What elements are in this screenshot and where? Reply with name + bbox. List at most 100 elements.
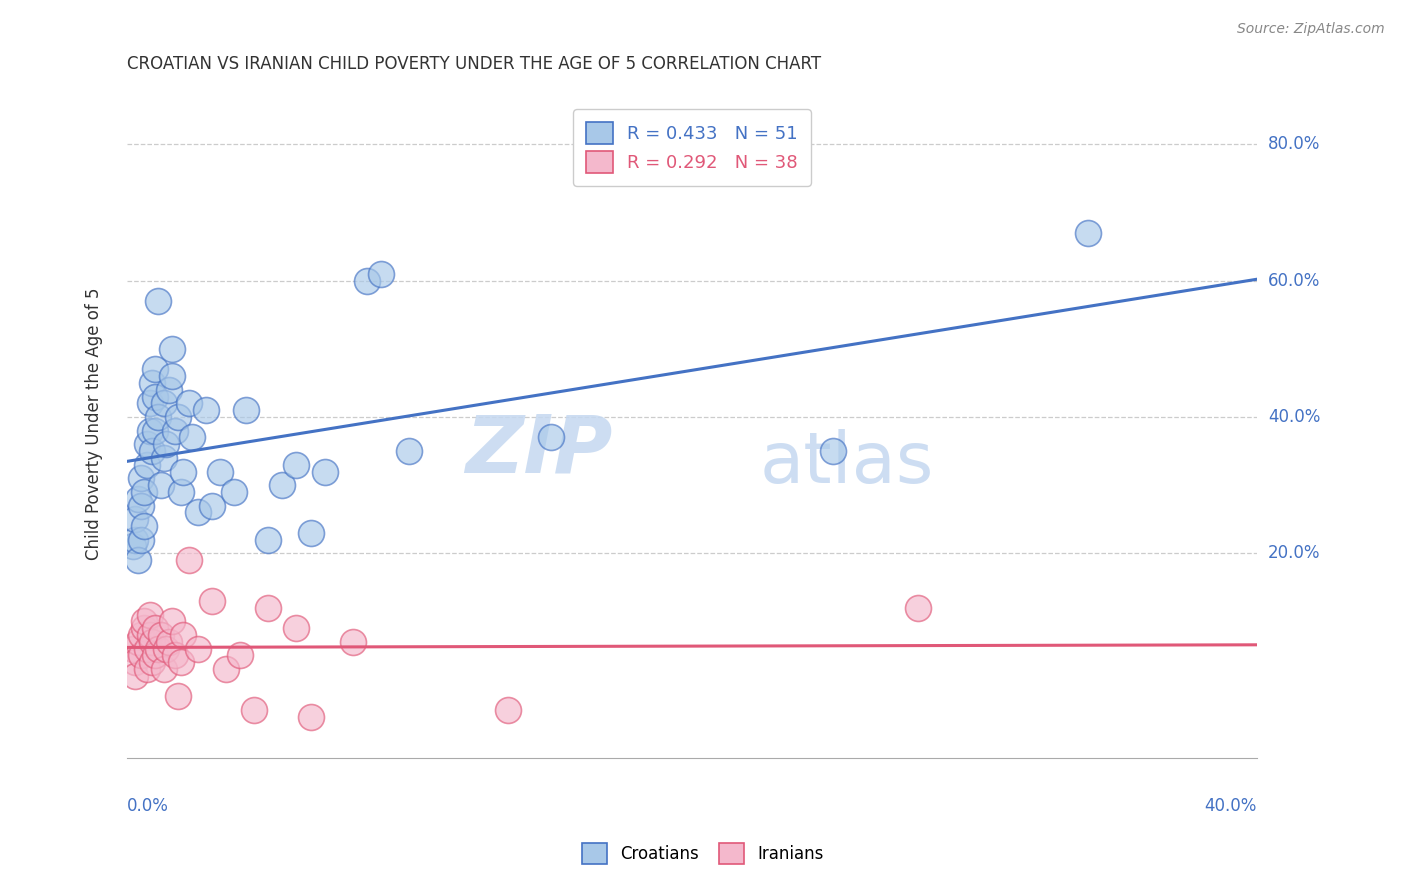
Text: 20.0%: 20.0% bbox=[1268, 544, 1320, 562]
Point bbox=[138, 607, 160, 622]
Point bbox=[143, 424, 166, 438]
Text: Source: ZipAtlas.com: Source: ZipAtlas.com bbox=[1237, 22, 1385, 37]
Point bbox=[155, 437, 177, 451]
Text: 80.0%: 80.0% bbox=[1268, 136, 1320, 153]
Point bbox=[229, 648, 252, 663]
Point bbox=[243, 703, 266, 717]
Point bbox=[149, 628, 172, 642]
Point bbox=[907, 600, 929, 615]
Point bbox=[143, 648, 166, 663]
Point bbox=[370, 267, 392, 281]
Point bbox=[124, 512, 146, 526]
Point bbox=[143, 390, 166, 404]
Point bbox=[129, 628, 152, 642]
Point bbox=[146, 641, 169, 656]
Point bbox=[143, 621, 166, 635]
Point bbox=[138, 396, 160, 410]
Point bbox=[166, 409, 188, 424]
Point bbox=[157, 383, 180, 397]
Point bbox=[271, 478, 294, 492]
Point bbox=[540, 430, 562, 444]
Point bbox=[187, 505, 209, 519]
Point bbox=[132, 519, 155, 533]
Point bbox=[132, 485, 155, 500]
Point bbox=[152, 662, 174, 676]
Point bbox=[235, 403, 257, 417]
Text: atlas: atlas bbox=[759, 429, 934, 499]
Text: 40.0%: 40.0% bbox=[1268, 408, 1320, 426]
Point bbox=[152, 396, 174, 410]
Point bbox=[160, 369, 183, 384]
Point bbox=[285, 621, 308, 635]
Point bbox=[129, 533, 152, 547]
Point bbox=[163, 424, 186, 438]
Point bbox=[141, 376, 163, 390]
Point bbox=[146, 409, 169, 424]
Point bbox=[172, 465, 194, 479]
Point bbox=[143, 362, 166, 376]
Point bbox=[127, 635, 149, 649]
Point bbox=[166, 690, 188, 704]
Point bbox=[299, 710, 322, 724]
Point bbox=[180, 430, 202, 444]
Point bbox=[201, 499, 224, 513]
Point bbox=[124, 669, 146, 683]
Point bbox=[299, 525, 322, 540]
Point bbox=[177, 396, 200, 410]
Point bbox=[124, 655, 146, 669]
Point bbox=[177, 553, 200, 567]
Point bbox=[169, 485, 191, 500]
Text: ZIP: ZIP bbox=[465, 411, 613, 490]
Point bbox=[1077, 226, 1099, 240]
Legend: R = 0.433   N = 51, R = 0.292   N = 38: R = 0.433 N = 51, R = 0.292 N = 38 bbox=[574, 109, 811, 186]
Point bbox=[129, 471, 152, 485]
Point bbox=[172, 628, 194, 642]
Point bbox=[398, 444, 420, 458]
Point bbox=[157, 635, 180, 649]
Point bbox=[127, 553, 149, 567]
Text: 0.0%: 0.0% bbox=[127, 797, 169, 814]
Point bbox=[135, 458, 157, 472]
Text: CROATIAN VS IRANIAN CHILD POVERTY UNDER THE AGE OF 5 CORRELATION CHART: CROATIAN VS IRANIAN CHILD POVERTY UNDER … bbox=[127, 55, 821, 73]
Point bbox=[342, 635, 364, 649]
Point bbox=[160, 615, 183, 629]
Point bbox=[129, 499, 152, 513]
Point bbox=[257, 533, 280, 547]
Point bbox=[160, 342, 183, 356]
Point bbox=[124, 533, 146, 547]
Point bbox=[285, 458, 308, 472]
Point bbox=[152, 450, 174, 465]
Point bbox=[187, 641, 209, 656]
Point bbox=[127, 491, 149, 506]
Point bbox=[314, 465, 336, 479]
Point bbox=[163, 648, 186, 663]
Point bbox=[121, 540, 143, 554]
Point bbox=[155, 641, 177, 656]
Point bbox=[195, 403, 218, 417]
Point bbox=[121, 641, 143, 656]
Legend: Croatians, Iranians: Croatians, Iranians bbox=[575, 837, 831, 871]
Point bbox=[146, 294, 169, 309]
Point bbox=[498, 703, 520, 717]
Point bbox=[201, 594, 224, 608]
Text: 60.0%: 60.0% bbox=[1268, 272, 1320, 290]
Point bbox=[209, 465, 232, 479]
Point bbox=[135, 641, 157, 656]
Point bbox=[138, 424, 160, 438]
Point bbox=[356, 274, 378, 288]
Point bbox=[169, 655, 191, 669]
Point bbox=[135, 437, 157, 451]
Text: 40.0%: 40.0% bbox=[1205, 797, 1257, 814]
Point bbox=[138, 628, 160, 642]
Point bbox=[141, 444, 163, 458]
Point bbox=[141, 655, 163, 669]
Point bbox=[215, 662, 238, 676]
Point bbox=[149, 478, 172, 492]
Point bbox=[132, 615, 155, 629]
Y-axis label: Child Poverty Under the Age of 5: Child Poverty Under the Age of 5 bbox=[86, 287, 103, 560]
Point bbox=[135, 662, 157, 676]
Point bbox=[132, 621, 155, 635]
Point bbox=[129, 648, 152, 663]
Point bbox=[823, 444, 845, 458]
Point bbox=[141, 635, 163, 649]
